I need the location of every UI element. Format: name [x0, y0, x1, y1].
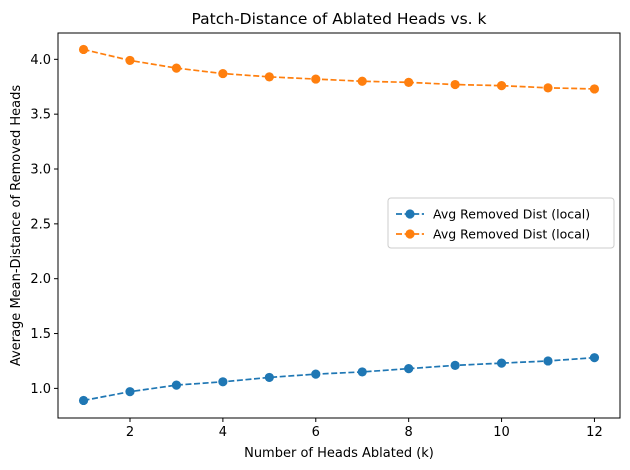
x-tick-label: 6 — [312, 425, 320, 440]
y-axis-label: Average Mean-Distance of Removed Heads — [9, 85, 24, 366]
x-tick-label: 4 — [219, 425, 227, 440]
data-point — [404, 77, 414, 87]
y-tick-label: 3.5 — [30, 108, 51, 123]
x-tick-label: 8 — [405, 425, 413, 440]
data-point — [357, 367, 367, 377]
y-tick-label: 3.0 — [30, 163, 51, 178]
x-axis-label: Number of Heads Ablated (k) — [244, 446, 434, 461]
legend-marker — [405, 209, 415, 219]
y-tick-label: 1.0 — [30, 382, 51, 397]
y-tick-label: 2.5 — [30, 217, 51, 232]
data-point — [311, 74, 321, 84]
data-point — [543, 83, 553, 93]
axes-layer: 2 4 6 8 10 12 1.0 1.5 2.0 2.5 3.0 3.5 4.0 — [30, 32, 621, 440]
series-1 — [78, 353, 600, 406]
x-tick-label: 10 — [493, 425, 510, 440]
data-point — [171, 380, 182, 390]
data-point — [78, 44, 89, 55]
data-point — [496, 358, 507, 368]
legend-marker — [405, 229, 415, 239]
data-point — [589, 353, 600, 363]
plot-frame — [57, 32, 621, 419]
data-point — [496, 81, 507, 91]
legend-box — [387, 197, 615, 249]
data-point — [218, 377, 228, 387]
series-2 — [78, 44, 600, 94]
legend-label: Avg Removed Dist (local) — [433, 227, 590, 242]
legend-label: Avg Removed Dist (local) — [433, 207, 590, 222]
series-1-line — [83, 356, 595, 402]
data-point — [125, 387, 135, 397]
data-point — [264, 72, 274, 82]
data-point — [218, 68, 228, 79]
legend: Avg Removed Dist (local) Avg Removed Dist… — [387, 197, 615, 249]
legend-entry-2: Avg Removed Dist (local) — [396, 227, 590, 242]
legend-entry-1: Avg Removed Dist (local) — [396, 207, 590, 222]
data-point — [450, 360, 460, 370]
data-point — [171, 63, 182, 73]
y-tick-label: 2.0 — [30, 272, 51, 287]
series-layer — [78, 44, 600, 406]
data-point — [357, 76, 367, 86]
chart-title: Patch-Distance of Ablated Heads vs. k — [192, 10, 487, 28]
data-point — [311, 369, 321, 379]
data-point — [589, 84, 600, 94]
data-point — [543, 356, 553, 366]
data-point — [78, 395, 89, 406]
data-point — [450, 79, 460, 90]
x-tick-label: 2 — [126, 425, 134, 440]
data-point — [404, 364, 414, 374]
data-point — [125, 55, 135, 66]
data-point — [264, 372, 274, 383]
x-tick-label: 12 — [586, 425, 603, 440]
series-2-line — [83, 48, 595, 90]
y-tick-label: 1.5 — [30, 327, 51, 342]
y-tick-label: 4.0 — [30, 53, 51, 68]
